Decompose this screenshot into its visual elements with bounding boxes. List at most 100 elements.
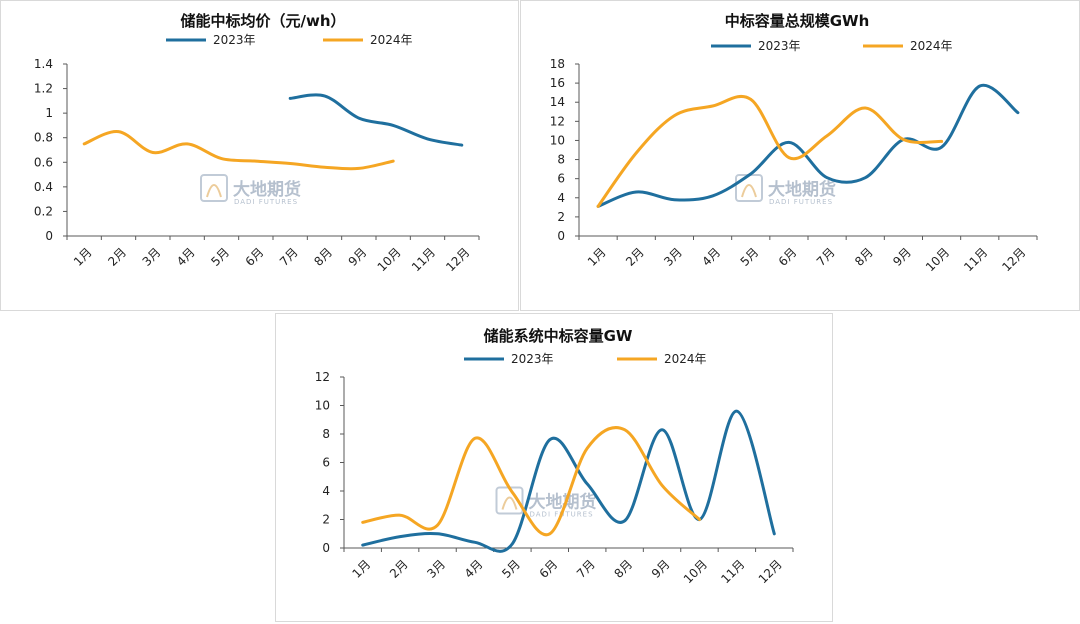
data-point — [473, 541, 477, 544]
x-tick-label: 8月 — [311, 245, 335, 269]
x-tick-label: 11月 — [961, 245, 990, 274]
legend-label-0: 2023年 — [758, 39, 801, 53]
data-point — [511, 542, 514, 545]
series-line-2023 — [288, 93, 464, 147]
series-line-2023 — [596, 83, 1020, 208]
x-tick-label: 5月 — [208, 245, 232, 269]
series-line-2024 — [361, 426, 701, 537]
chart-panel-system-gw: 大地期货 DADI FUTURES 储能系统中标容量GW 2023年 2024年 0 2 4 6… — [275, 313, 833, 622]
y-tick-label: 12 — [315, 370, 330, 384]
data-point — [940, 140, 943, 143]
data-point — [635, 151, 638, 155]
data-point — [623, 519, 626, 523]
data-point — [426, 137, 429, 141]
data-point — [548, 532, 551, 535]
x-tick-label: 11月 — [409, 245, 438, 274]
x-tick-label: 10月 — [923, 245, 952, 274]
data-point — [673, 114, 676, 117]
data-point — [735, 410, 739, 413]
y-tick-label: 8 — [322, 427, 330, 441]
watermark-text: 大地期货 — [233, 179, 301, 200]
data-point — [460, 143, 464, 147]
watermark-text: 大地期货 — [768, 179, 836, 200]
data-point — [940, 145, 943, 149]
data-point — [711, 194, 714, 198]
data-point — [391, 159, 395, 163]
data-point — [586, 482, 589, 486]
data-point — [864, 176, 867, 179]
y-tick-label: 10 — [550, 133, 565, 147]
watermark-subtext: DADI FUTURES — [234, 198, 298, 206]
series-line-2024 — [82, 130, 395, 171]
data-point — [623, 428, 626, 431]
x-tick-label: 2月 — [105, 245, 129, 269]
x-tick-label: 12月 — [999, 245, 1028, 274]
y-tick-label: 12 — [550, 114, 565, 128]
data-point — [82, 142, 86, 146]
y-tick-label: 6 — [557, 172, 565, 186]
y-tick-label: 1 — [45, 106, 53, 120]
chart-panel-total-gwh: 大地期货 DADI FUTURES 中标容量总规模GWh 2023年 2024年 0 2 4 6… — [520, 0, 1080, 311]
data-point — [220, 157, 223, 160]
x-tick-label: 5月 — [738, 245, 762, 269]
x-tick-label: 1月 — [585, 245, 609, 269]
data-point — [288, 97, 292, 100]
legend-label-0: 2023年 — [511, 352, 554, 366]
y-tick-label: 14 — [550, 95, 565, 109]
data-point — [151, 151, 155, 154]
x-tick-label: 3月 — [140, 245, 164, 269]
x-tick-label: 8月 — [611, 557, 635, 581]
data-point — [1016, 111, 1020, 114]
x-tick-label: 7月 — [574, 557, 598, 581]
x-tick-label: 3月 — [424, 557, 448, 581]
data-point — [361, 543, 364, 547]
watermark-subtext: DADI FUTURES — [769, 198, 833, 206]
x-tick-label: 6月 — [243, 245, 267, 269]
y-tick-label: 1.4 — [34, 57, 53, 71]
data-point — [749, 172, 752, 176]
chart-title: 储能系统中标容量GW — [484, 327, 633, 345]
data-point — [436, 532, 439, 535]
data-point — [698, 518, 701, 521]
data-point — [357, 167, 361, 170]
legend-label-1: 2024年 — [664, 352, 707, 366]
data-point — [185, 142, 189, 146]
data-point — [391, 124, 395, 127]
x-tick-label: 12月 — [443, 245, 472, 274]
x-tick-label: 6月 — [537, 557, 561, 581]
x-tick-label: 9月 — [346, 245, 370, 269]
x-tick-label: 5月 — [499, 557, 523, 581]
data-point — [773, 532, 776, 535]
data-point — [436, 524, 439, 527]
x-tick-label: 1月 — [71, 245, 95, 269]
x-tick-label: 1月 — [350, 557, 374, 581]
y-tick-label: 8 — [557, 153, 565, 167]
x-tick-label: 8月 — [852, 245, 876, 269]
y-tick-label: 0.8 — [34, 131, 53, 145]
data-point — [398, 514, 402, 517]
y-tick-label: 0 — [45, 229, 53, 243]
y-tick-label: 16 — [550, 76, 565, 90]
data-point — [902, 138, 905, 141]
data-point — [749, 98, 752, 101]
data-point — [117, 130, 120, 133]
chart-title: 储能中标均价（元/wh） — [180, 12, 345, 30]
x-tick-label: 9月 — [890, 245, 914, 269]
data-point — [787, 156, 791, 159]
data-point — [511, 491, 514, 494]
legend-label-1: 2024年 — [370, 33, 413, 47]
x-tick-label: 4月 — [699, 245, 723, 269]
series-line-2023 — [361, 409, 776, 553]
chart-panel-avg-price: 大地期货 DADI FUTURES 储能中标均价（元/wh） 2023年 2024年 0 0… — [0, 0, 519, 311]
data-point — [254, 159, 258, 163]
data-point — [288, 162, 292, 165]
legend-label-1: 2024年 — [910, 39, 953, 53]
data-point — [323, 94, 326, 98]
